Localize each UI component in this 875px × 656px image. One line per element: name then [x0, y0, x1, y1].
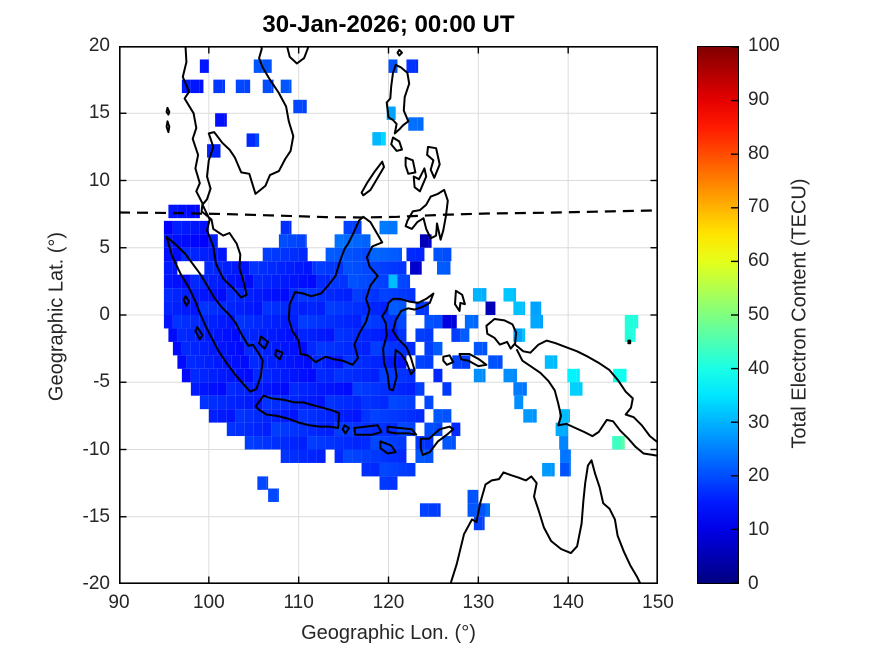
coastline-negros-cebu: [412, 167, 428, 193]
coastline-belitung: [274, 349, 284, 361]
colorbar-label: Total Electron Content (TECU): [788, 178, 811, 449]
coastline-mindanao: [404, 188, 449, 241]
coastline-samar-leyte: [426, 145, 441, 179]
coastline-bangka: [258, 335, 270, 350]
colorbar-tick-label: 30: [748, 411, 770, 433]
coastline-andaman-island-north: [165, 106, 171, 116]
y-tick-label: 15: [88, 102, 110, 124]
coastline-halmahera: [454, 289, 466, 312]
coastline-bali: [341, 424, 350, 435]
coastline-new-guinea-south-coast: [516, 349, 658, 457]
coastline-andaman-island-south: [165, 120, 171, 134]
y-tick-label: 20: [88, 35, 110, 56]
y-tick-label: -15: [82, 505, 110, 527]
coastline-seram: [458, 353, 488, 368]
x-tick-label: 100: [192, 592, 225, 613]
colorbar-tick-label: 0: [748, 573, 759, 594]
x-tick-label: 140: [552, 592, 584, 613]
coastline-sumatra: [165, 236, 264, 393]
x-tick-label: 90: [108, 592, 130, 613]
coastline-mindoro: [390, 136, 403, 152]
x-tick-label: 110: [283, 592, 314, 613]
coastline-flores: [386, 425, 418, 436]
coastline-panay: [404, 156, 417, 175]
coastline-palawan: [360, 160, 385, 197]
y-tick-label: -10: [82, 438, 110, 460]
x-axis-label: Geographic Lon. (°): [301, 622, 476, 644]
coastline-timor: [419, 425, 455, 456]
x-tick-label: 130: [462, 592, 495, 613]
coastline-lombok-sumbawa: [353, 424, 383, 436]
coastline-nias: [182, 295, 191, 307]
y-tick-label: -5: [93, 371, 110, 393]
colorbar-tick-label: 60: [748, 250, 770, 272]
y-tick-label: 5: [99, 236, 110, 258]
coastline-sumba: [379, 440, 397, 455]
coastline-australia: [449, 459, 642, 584]
coastline-borneo: [287, 215, 384, 366]
coastline-siberut: [194, 326, 204, 341]
coastline-luzon: [385, 63, 411, 135]
colorbar-tick-label: 40: [748, 357, 770, 379]
y-tick-label: -20: [82, 573, 110, 594]
coastline-sulawesi: [381, 292, 435, 392]
map-plot-area: [119, 46, 658, 584]
colorbar-tick-label: 100: [748, 35, 780, 56]
y-tick-label: 0: [99, 304, 110, 325]
colorbar-tick-label: 10: [748, 519, 770, 541]
x-tick-label: 150: [642, 592, 674, 613]
coastline-java: [254, 394, 341, 429]
y-tick-label: 10: [88, 169, 110, 191]
colorbar-tick-label: 20: [748, 465, 770, 487]
coastline-buru: [442, 354, 455, 366]
colorbar: [697, 46, 739, 584]
coastline-new-guinea-north-coast: [514, 339, 658, 444]
x-tick-label: 120: [372, 592, 405, 613]
colorbar-tick-label: 80: [748, 142, 770, 164]
coastline-indochina-malay-peninsula: [181, 46, 295, 299]
colorbar-tick-label: 50: [748, 304, 770, 325]
chart-title: 30-Jan-2026; 00:00 UT: [262, 11, 515, 38]
magnetic-equator-line: [119, 209, 658, 219]
coastline-babuyan-island: [396, 49, 403, 57]
colorbar-tick-label: 90: [748, 88, 770, 110]
coastline-hainan: [286, 46, 310, 65]
colorbar-tick-label: 70: [748, 196, 770, 218]
coastline-new-guinea-birds-head: [485, 318, 518, 350]
coastline-karkar-island: [627, 339, 632, 345]
